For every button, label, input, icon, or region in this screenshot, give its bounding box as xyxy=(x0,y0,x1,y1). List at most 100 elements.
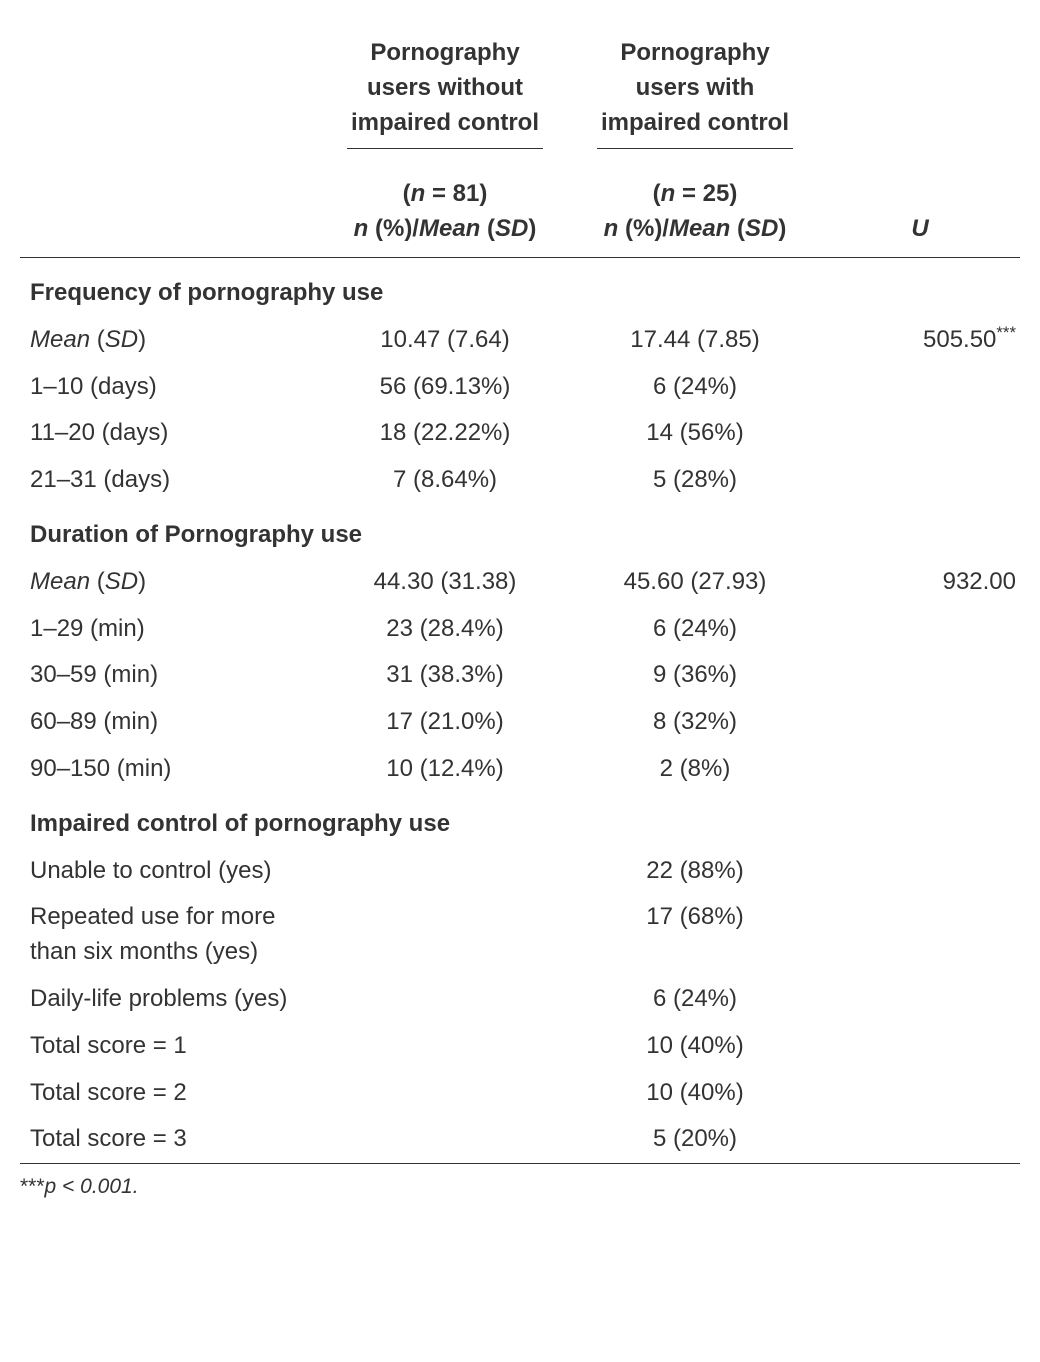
header-group1: Pornography users without impaired contr… xyxy=(320,30,570,171)
table-body: Frequency of pornography useMean (SD)10.… xyxy=(20,257,1020,1163)
row-label: 1–10 (days) xyxy=(20,364,320,411)
table-row: Repeated use for more than six months (y… xyxy=(20,894,1020,976)
group1-n: (n = 81) xyxy=(403,180,488,207)
group2-title-l2: users with xyxy=(636,74,755,101)
table-row: 60–89 (min)17 (21.0%)8 (32%) xyxy=(20,699,1020,746)
group2-n: (n = 25) xyxy=(653,180,738,207)
cell-group2: 17 (68%) xyxy=(570,894,820,976)
comparison-table: Pornography users without impaired contr… xyxy=(20,30,1020,1203)
cell-u xyxy=(820,699,1020,746)
row-label: 90–150 (min) xyxy=(20,746,320,793)
cell-u xyxy=(820,976,1020,1023)
table-row: Total score = 3 5 (20%) xyxy=(20,1116,1020,1163)
cell-group1: 44.30 (31.38) xyxy=(320,559,570,606)
row-label: Mean (SD) xyxy=(20,317,320,364)
table-row: 1–10 (days)56 (69.13%)6 (24%) xyxy=(20,364,1020,411)
group1-rule xyxy=(347,148,543,149)
cell-group1: 18 (22.22%) xyxy=(320,410,570,457)
cell-group1 xyxy=(320,1116,570,1163)
cell-group2: 10 (40%) xyxy=(570,1023,820,1070)
cell-u xyxy=(820,848,1020,895)
row-label: Total score = 2 xyxy=(20,1070,320,1117)
cell-u xyxy=(820,1116,1020,1163)
table-row: 1–29 (min)23 (28.4%)6 (24%) xyxy=(20,606,1020,653)
cell-u xyxy=(820,1023,1020,1070)
row-label: 21–31 (days) xyxy=(20,457,320,504)
table-row: Unable to control (yes) 22 (88%) xyxy=(20,848,1020,895)
group2-stat: n (%)/Mean (SD) xyxy=(604,215,787,242)
row-label: 30–59 (min) xyxy=(20,652,320,699)
cell-group2: 14 (56%) xyxy=(570,410,820,457)
group2-title-l3: impaired control xyxy=(601,109,789,136)
cell-u xyxy=(820,410,1020,457)
footnote-cell: ***p < 0.001. xyxy=(20,1164,1020,1203)
row-label: Repeated use for more than six months (y… xyxy=(20,894,320,976)
cell-group2: 8 (32%) xyxy=(570,699,820,746)
cell-group1 xyxy=(320,1023,570,1070)
cell-group1: 23 (28.4%) xyxy=(320,606,570,653)
cell-group2: 2 (8%) xyxy=(570,746,820,793)
section-header-label: Duration of Pornography use xyxy=(20,504,1020,559)
cell-group2: 6 (24%) xyxy=(570,976,820,1023)
group1-title-l1: Pornography xyxy=(370,39,519,66)
section-header: Duration of Pornography use xyxy=(20,504,1020,559)
cell-group2: 45.60 (27.93) xyxy=(570,559,820,606)
section-header-label: Impaired control of pornography use xyxy=(20,793,1020,848)
cell-group2: 10 (40%) xyxy=(570,1070,820,1117)
row-label: 11–20 (days) xyxy=(20,410,320,457)
group2-title-l1: Pornography xyxy=(620,39,769,66)
cell-group1: 56 (69.13%) xyxy=(320,364,570,411)
cell-u xyxy=(820,652,1020,699)
table-header: Pornography users without impaired contr… xyxy=(20,30,1020,257)
cell-group2: 5 (28%) xyxy=(570,457,820,504)
cell-u xyxy=(820,364,1020,411)
table-row: 11–20 (days)18 (22.22%)14 (56%) xyxy=(20,410,1020,457)
row-label: 1–29 (min) xyxy=(20,606,320,653)
cell-group2: 5 (20%) xyxy=(570,1116,820,1163)
row-label: 60–89 (min) xyxy=(20,699,320,746)
u-value: 505.50 xyxy=(923,326,996,353)
cell-u xyxy=(820,1070,1020,1117)
table-row: Total score = 2 10 (40%) xyxy=(20,1070,1020,1117)
cell-group1 xyxy=(320,848,570,895)
cell-group2: 6 (24%) xyxy=(570,606,820,653)
footnote-text: p < 0.001. xyxy=(45,1175,139,1198)
cell-group1: 10 (12.4%) xyxy=(320,746,570,793)
cell-group2: 6 (24%) xyxy=(570,364,820,411)
row-label: Daily-life problems (yes) xyxy=(20,976,320,1023)
cell-group2: 22 (88%) xyxy=(570,848,820,895)
cell-group1: 7 (8.64%) xyxy=(320,457,570,504)
table-row: Mean (SD)10.47 (7.64)17.44 (7.85)505.50*… xyxy=(20,317,1020,364)
subheader-group1: (n = 81) n (%)/Mean (SD) xyxy=(320,171,570,257)
cell-u: 932.00 xyxy=(820,559,1020,606)
cell-group1: 17 (21.0%) xyxy=(320,699,570,746)
cell-u xyxy=(820,894,1020,976)
table-row: 30–59 (min)31 (38.3%)9 (36%) xyxy=(20,652,1020,699)
group1-stat: n (%)/Mean (SD) xyxy=(354,215,537,242)
cell-group2: 17.44 (7.85) xyxy=(570,317,820,364)
table-footer: ***p < 0.001. xyxy=(20,1164,1020,1203)
row-label: Unable to control (yes) xyxy=(20,848,320,895)
group2-rule xyxy=(597,148,793,149)
u-label: U xyxy=(911,215,928,242)
cell-group1 xyxy=(320,976,570,1023)
row-label: Mean (SD) xyxy=(20,559,320,606)
cell-u: 505.50*** xyxy=(820,317,1020,364)
cell-u xyxy=(820,746,1020,793)
section-header: Impaired control of pornography use xyxy=(20,793,1020,848)
u-value: 932.00 xyxy=(943,568,1016,595)
table-row: 90–150 (min)10 (12.4%)2 (8%) xyxy=(20,746,1020,793)
group1-title-l3: impaired control xyxy=(351,109,539,136)
header-group2: Pornography users with impaired control xyxy=(570,30,820,171)
cell-group1 xyxy=(320,1070,570,1117)
table-row: Daily-life problems (yes) 6 (24%) xyxy=(20,976,1020,1023)
row-label: Total score = 3 xyxy=(20,1116,320,1163)
table-row: Total score = 110 (40%) xyxy=(20,1023,1020,1070)
header-u-empty xyxy=(820,30,1020,171)
cell-group1 xyxy=(320,894,570,976)
section-header-label: Frequency of pornography use xyxy=(20,257,1020,316)
subheader-empty xyxy=(20,171,320,257)
cell-group1: 31 (38.3%) xyxy=(320,652,570,699)
cell-u xyxy=(820,457,1020,504)
table-row: Mean (SD)44.30 (31.38)45.60 (27.93) 932.0… xyxy=(20,559,1020,606)
